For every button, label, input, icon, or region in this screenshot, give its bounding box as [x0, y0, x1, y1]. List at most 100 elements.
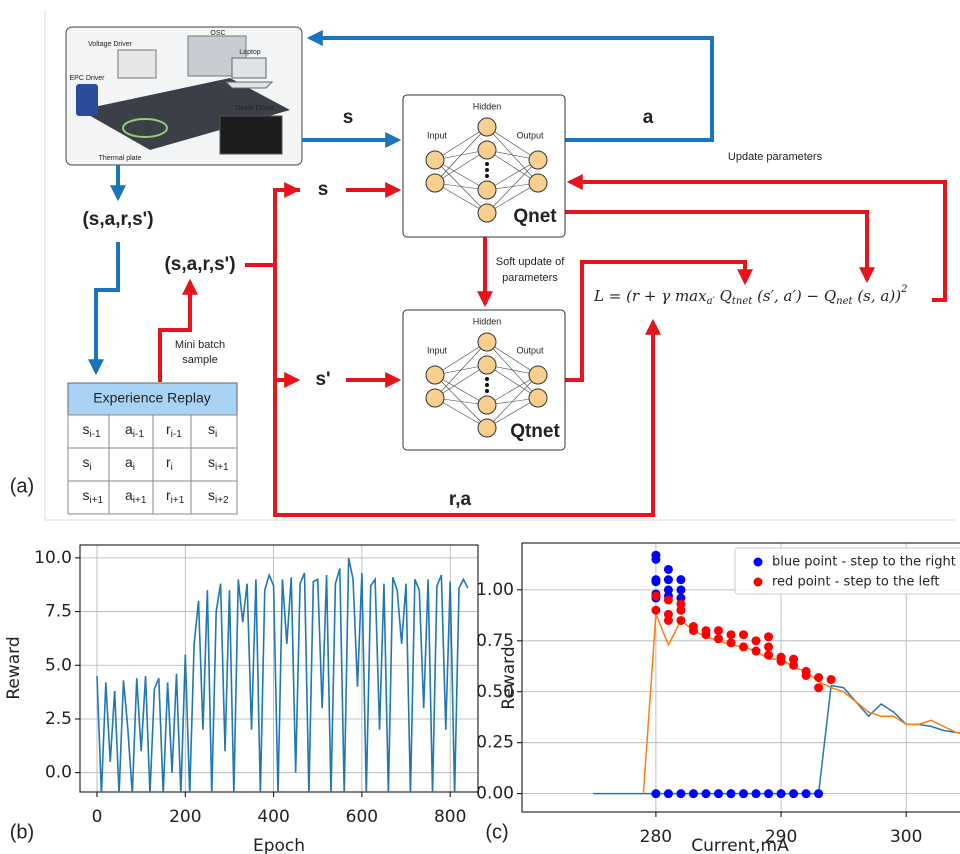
neuron [528, 365, 548, 385]
cell-sub: i [90, 462, 92, 473]
blue-arrows [88, 30, 714, 376]
loss-part: net [836, 296, 853, 307]
y-tick-label: 1.00 [476, 580, 514, 600]
label: (s,a,r,s') [164, 254, 235, 275]
label: s [343, 107, 354, 128]
edge [486, 159, 539, 191]
line [593, 684, 960, 795]
x-tick-label: 300 [890, 827, 922, 847]
cell-base: s [83, 487, 90, 503]
cell-text: si+1 [208, 454, 229, 473]
cell-text: ri [166, 454, 173, 473]
cell-base: r [166, 421, 171, 437]
table-cell [190, 447, 238, 482]
loss-part: (r + γ max [626, 287, 707, 305]
neuron [528, 173, 548, 193]
label: r,a [449, 489, 472, 510]
edge [486, 341, 539, 399]
point [713, 634, 723, 644]
label: (c) [485, 821, 508, 843]
point [651, 554, 661, 564]
edge [486, 126, 539, 184]
table-header [67, 382, 238, 416]
y-tick-label: 0.75 [476, 631, 514, 651]
edge [434, 149, 488, 184]
cell-base: s [208, 454, 215, 470]
point [701, 630, 711, 640]
point [801, 670, 811, 680]
y-tick-label: 10.0 [34, 548, 72, 568]
dot [485, 162, 489, 166]
point [688, 789, 698, 799]
point [826, 675, 836, 685]
label: Soft update of [496, 256, 565, 268]
legend-marker [753, 557, 763, 567]
label: (s,a,r,s') [82, 209, 153, 230]
neuron [425, 365, 445, 385]
y-tick-label: 7.5 [45, 602, 72, 622]
edge [486, 341, 539, 376]
label: s' [315, 369, 330, 390]
cell-text: ri-1 [166, 421, 182, 440]
neuron [477, 418, 497, 438]
label: Input [427, 345, 448, 355]
y-tick-label: 0.00 [476, 784, 514, 804]
point [776, 789, 786, 799]
point [764, 642, 774, 652]
point [726, 630, 736, 640]
dot [485, 389, 489, 393]
cell-sub: i-1 [90, 429, 102, 440]
edge [486, 397, 539, 429]
cell-text: si [208, 421, 217, 440]
cell-base: s [208, 421, 215, 437]
x-tick-label: 800 [434, 807, 466, 827]
neuron [477, 140, 497, 160]
cell-text: si-1 [83, 421, 102, 440]
panel-frame [44, 10, 955, 521]
cell-sub: i-1 [171, 429, 183, 440]
qtnet-box [402, 309, 566, 451]
y-tick-label: 0.0 [45, 763, 72, 783]
edge [434, 182, 488, 214]
edge [434, 126, 488, 161]
label: Diode Driver [236, 105, 276, 112]
loss-part: L = [593, 287, 626, 305]
point [651, 577, 661, 587]
neuron [528, 150, 548, 170]
point [663, 615, 673, 625]
point [713, 789, 723, 799]
label: Output [516, 130, 544, 140]
edge [434, 397, 488, 429]
point [688, 626, 698, 636]
red-arrows [158, 174, 947, 517]
edge [434, 126, 488, 184]
cell-sub: i+1 [171, 495, 185, 506]
neuron [528, 388, 548, 408]
cell-sub: i+2 [215, 495, 229, 506]
table-cell [152, 480, 192, 515]
loss-part: tnet [732, 296, 753, 307]
edge [434, 364, 488, 399]
legend-label: red point - step to the left [772, 575, 940, 590]
loss-part: 2 [900, 284, 907, 295]
cell-base: r [166, 487, 171, 503]
setup-epc [76, 84, 98, 116]
point [676, 605, 686, 615]
cell-text: ai-1 [125, 421, 144, 440]
neuron [425, 388, 445, 408]
edge [434, 374, 488, 406]
y-tick-label: 5.0 [45, 655, 72, 675]
neuron [425, 173, 445, 193]
point [663, 595, 673, 605]
point [814, 789, 824, 799]
cell-text: ai+1 [125, 487, 147, 506]
edge [486, 374, 539, 406]
y-axis-label: Reward [4, 636, 24, 699]
point [764, 650, 774, 660]
point [676, 615, 686, 625]
neuron [477, 395, 497, 415]
point [801, 789, 811, 799]
label: Hidden [473, 316, 502, 326]
